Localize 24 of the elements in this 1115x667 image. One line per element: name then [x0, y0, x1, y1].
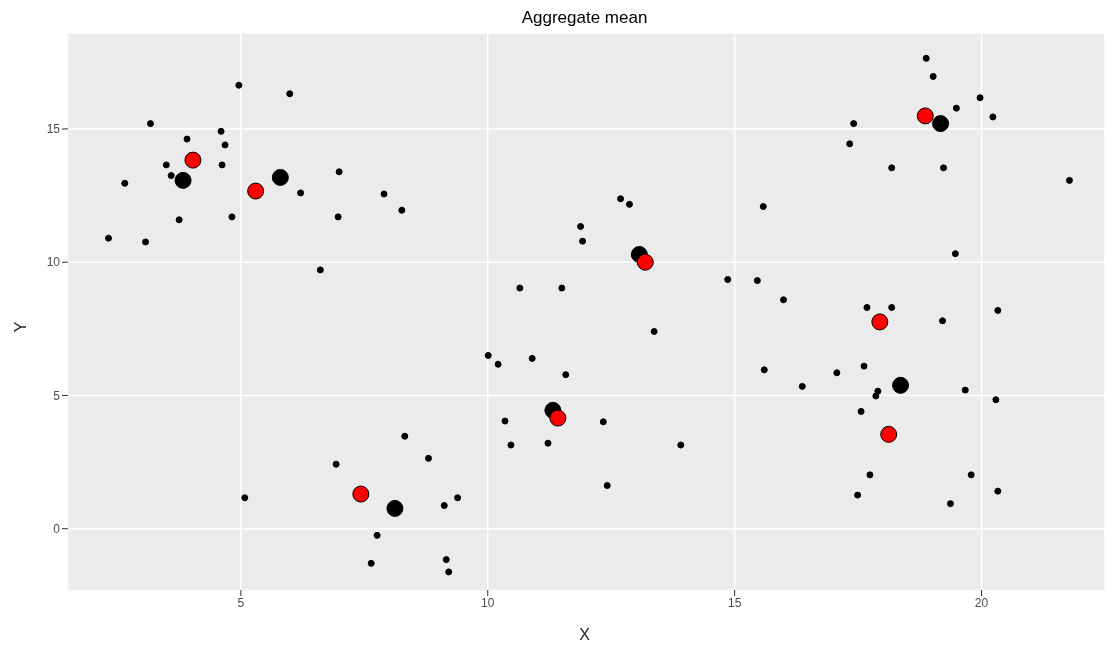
point: [892, 376, 910, 394]
point: [916, 107, 934, 125]
point: [880, 425, 898, 443]
x-axis-title: X: [578, 626, 591, 644]
point: [247, 182, 265, 200]
x-tick-label: 15: [727, 595, 742, 610]
point: [184, 151, 202, 169]
point: [271, 168, 289, 186]
point: [352, 485, 370, 503]
x-tick-label: 10: [481, 595, 495, 610]
y-tick-label: 0: [53, 521, 61, 536]
point: [871, 313, 889, 331]
point: [174, 171, 192, 189]
y-tick-label: 10: [46, 255, 61, 270]
y-tick-label: 5: [53, 388, 61, 403]
x-tick-label: 20: [974, 595, 989, 610]
x-tick-label: 5: [237, 595, 245, 610]
point: [549, 409, 567, 427]
point: [932, 115, 950, 133]
y-tick-label: 15: [46, 122, 61, 137]
point: [636, 253, 654, 271]
y-axis-title: Y: [12, 320, 30, 335]
chart-title: Aggregate mean: [520, 8, 649, 28]
point: [386, 499, 404, 517]
